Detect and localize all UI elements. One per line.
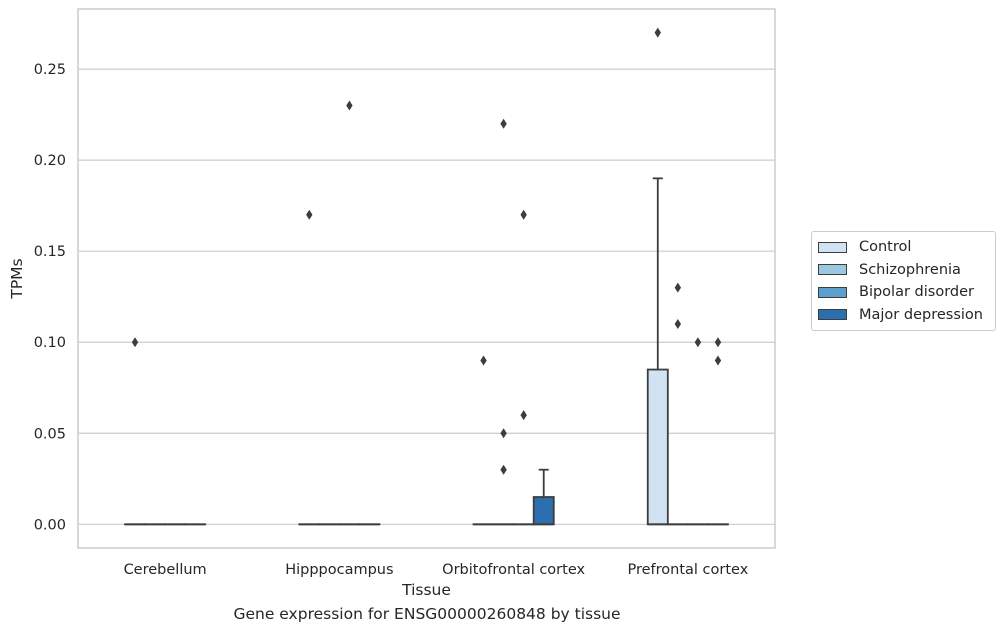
- y-tick-label: 0.10: [34, 335, 66, 351]
- legend-label-schizophrenia: Schizophrenia: [859, 261, 961, 278]
- outlier-point: [694, 337, 702, 348]
- y-tick-label: 0.20: [34, 153, 66, 169]
- outlier-point: [480, 355, 487, 366]
- box-2-3: [686, 337, 709, 526]
- box-0-1: [298, 209, 321, 526]
- plot-frame: [77, 8, 776, 549]
- outlier-point: [654, 27, 661, 38]
- y-axis-label: TPMs: [8, 258, 26, 299]
- legend-label-bipolar-disorder: Bipolar disorder: [859, 284, 974, 301]
- y-tick-label: 0.05: [34, 426, 66, 442]
- figure-caption: Gene expression for ENSG00000260848 by t…: [233, 605, 621, 623]
- box-body: [532, 496, 555, 526]
- outlier-point: [520, 410, 527, 421]
- outlier-point: [714, 337, 722, 348]
- y-tick-label: 0.00: [34, 517, 66, 533]
- outlier-point: [674, 282, 682, 293]
- outlier-point: [520, 209, 527, 220]
- x-tick-label: Cerebellum: [124, 562, 207, 578]
- legend-swatch-schizophrenia: [818, 264, 847, 276]
- legend-item-bipolar-disorder: Bipolar disorder: [812, 281, 995, 304]
- legend-label-control: Control: [859, 239, 912, 256]
- x-tick-label: Orbitofrontal cortex: [442, 562, 585, 578]
- box-3-2: [532, 468, 555, 526]
- y-tick-label: 0.25: [34, 62, 66, 78]
- outlier-point: [714, 355, 722, 366]
- box-body: [646, 368, 669, 526]
- legend-item-schizophrenia: Schizophrenia: [812, 259, 995, 282]
- box-2-1: [338, 100, 361, 526]
- x-axis-label: Tissue: [401, 581, 451, 599]
- legend-label-major-depression: Major depression: [859, 306, 983, 323]
- legend-swatch-control: [818, 241, 847, 253]
- outlier-point: [500, 118, 507, 129]
- outlier-point: [306, 209, 313, 220]
- legend-swatch-bipolar-disorder: [818, 286, 847, 298]
- box-1-2: [492, 118, 515, 526]
- box-3-3: [707, 337, 729, 526]
- legend-item-major-depression: Major depression: [812, 304, 995, 327]
- box-0-2: [472, 355, 495, 526]
- box-1-3: [666, 282, 689, 526]
- legend-swatch-major-depression: [818, 309, 847, 321]
- legend: Control Schizophrenia Bipolar disorder M…: [811, 231, 996, 331]
- outlier-point: [500, 428, 507, 439]
- outlier-point: [346, 100, 353, 111]
- x-tick-label: Prefrontal cortex: [627, 562, 748, 578]
- x-tick-label: Hipppocampus: [285, 562, 393, 578]
- box-0-0: [124, 337, 146, 526]
- outlier-point: [500, 464, 507, 475]
- box-0-3: [646, 27, 669, 526]
- y-tick-label: 0.15: [34, 244, 66, 260]
- legend-item-control: Control: [812, 236, 995, 259]
- box-2-2: [512, 209, 535, 526]
- outlier-point: [131, 337, 139, 348]
- outlier-point: [674, 319, 682, 330]
